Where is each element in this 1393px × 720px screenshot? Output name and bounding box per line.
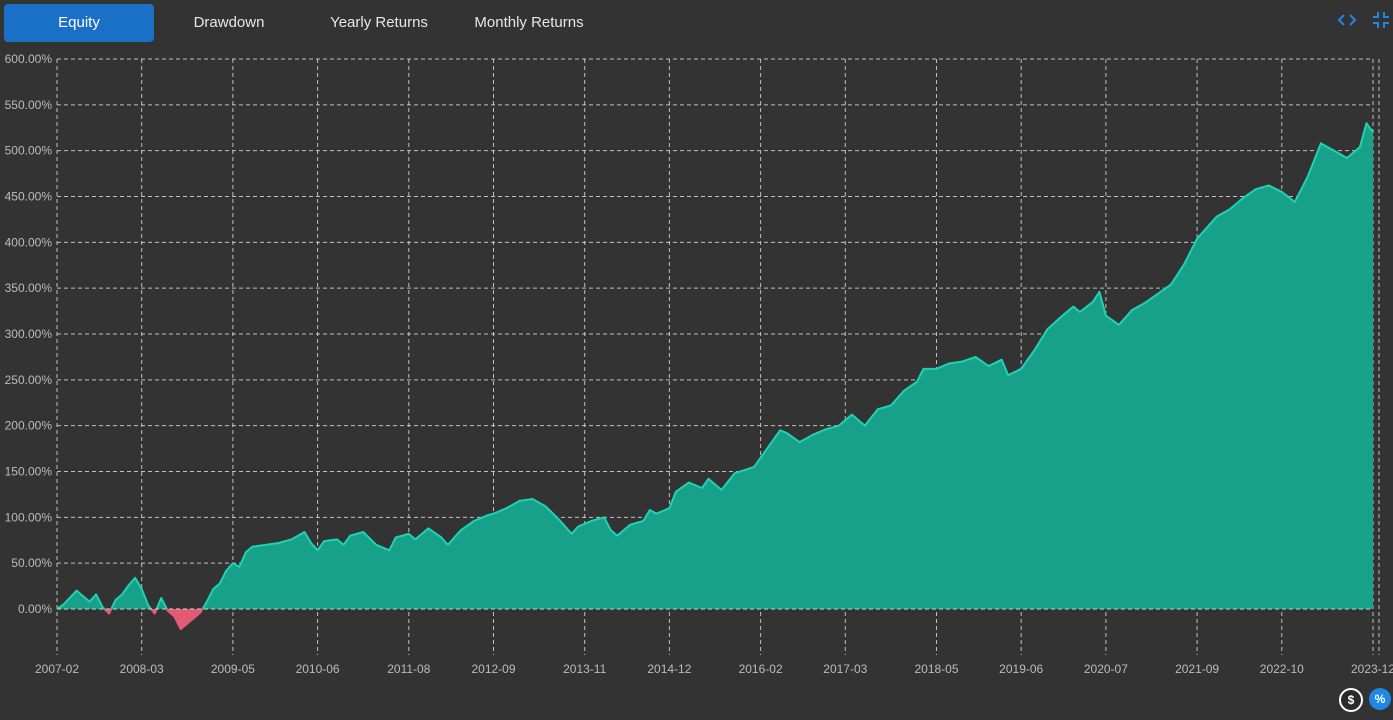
equity-line (56, 122, 1374, 609)
y-tick-label: 400.00% (5, 235, 53, 249)
x-tick-label: 2023-12 (1351, 662, 1393, 676)
y-tick-label: 50.00% (11, 556, 52, 570)
x-tick-label: 2008-03 (120, 662, 164, 676)
y-tick-label: 0.00% (18, 602, 52, 616)
x-tick-label: 2012-09 (471, 662, 515, 676)
chart-tabs: Equity Drawdown Yearly Returns Monthly R… (4, 4, 604, 42)
x-tick-label: 2022-10 (1260, 662, 1304, 676)
x-tick-label: 2014-12 (647, 662, 691, 676)
equity-line-negative (57, 609, 204, 631)
percent-icon: % (1374, 692, 1386, 706)
tab-yearly-returns[interactable]: Yearly Returns (330, 14, 428, 31)
x-tick-label: 2016-02 (739, 662, 783, 676)
x-tick-label: 2011-08 (387, 662, 430, 676)
y-tick-label: 150.00% (5, 465, 53, 479)
y-axis-labels: 0.00% 50.00% 100.00% 150.00% 200.00% 250.00% 3… (5, 52, 53, 616)
equity-area-negative (57, 609, 1373, 630)
y-tick-label: 200.00% (5, 419, 53, 433)
tab-drawdown[interactable]: Drawdown (193, 14, 265, 31)
dollar-icon: $ (1347, 693, 1355, 707)
x-tick-label: 2013-11 (563, 662, 606, 676)
y-tick-label: 300.00% (5, 327, 53, 341)
equity-area-positive (57, 123, 1373, 609)
y-tick-label: 550.00% (5, 98, 53, 112)
y-tick-label: 600.00% (5, 52, 53, 66)
percent-toggle-button[interactable]: % (1369, 688, 1391, 710)
gridlines (56, 58, 1380, 655)
collapse-icon[interactable] (1371, 10, 1391, 30)
dollar-toggle-button[interactable]: $ (1339, 688, 1363, 712)
x-tick-label: 2017-03 (823, 662, 867, 676)
unit-toggle-group: $ % (1339, 688, 1391, 712)
tab-equity[interactable]: Equity (4, 4, 154, 42)
y-tick-label: 450.00% (5, 190, 53, 204)
y-tick-label: 250.00% (5, 373, 53, 387)
x-tick-label: 2019-06 (999, 662, 1043, 676)
x-tick-label: 2020-07 (1084, 662, 1128, 676)
x-tick-label: 2018-05 (914, 662, 958, 676)
code-icon[interactable] (1337, 10, 1357, 30)
y-tick-label: 500.00% (5, 144, 53, 158)
y-tick-label: 100.00% (5, 510, 53, 524)
x-axis-labels: 2007-02 2008-03 2009-05 2010-06 2011-08 2012-… (35, 662, 1393, 676)
y-tick-label: 350.00% (5, 281, 53, 295)
x-tick-label: 2007-02 (35, 662, 79, 676)
x-tick-label: 2009-05 (211, 662, 255, 676)
x-tick-label: 2010-06 (296, 662, 340, 676)
x-tick-label: 2021-09 (1175, 662, 1219, 676)
chart-toolbar (1337, 10, 1391, 30)
tab-monthly-returns[interactable]: Monthly Returns (474, 14, 584, 31)
